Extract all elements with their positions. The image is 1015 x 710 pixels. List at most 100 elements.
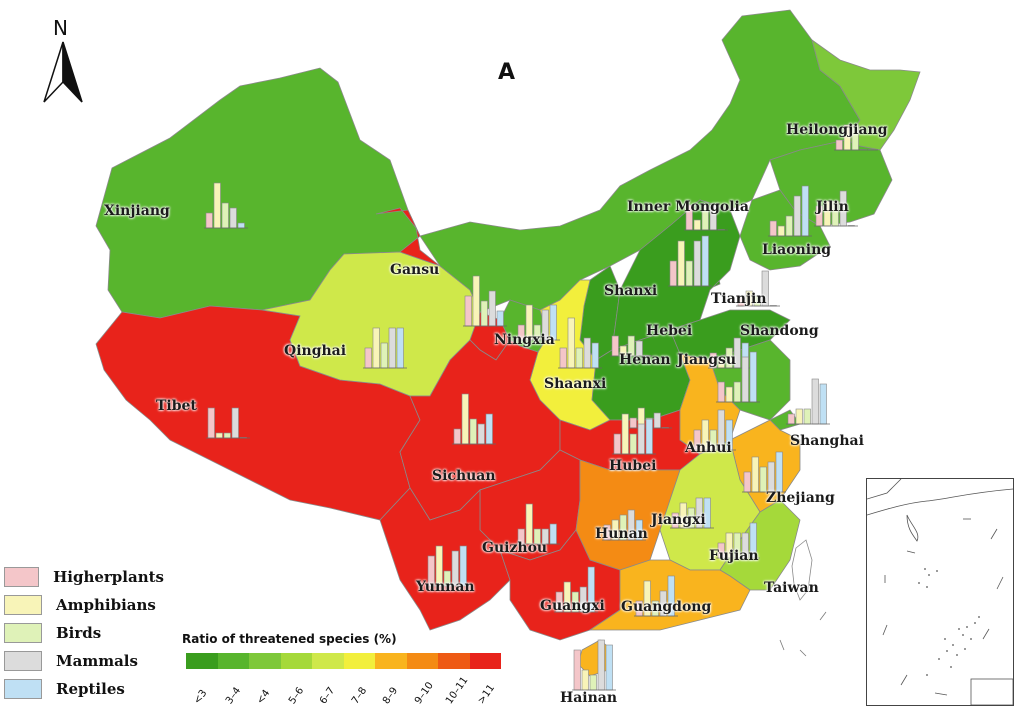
island-dot: [974, 622, 976, 624]
bar-amphibians: [795, 408, 803, 425]
bar-higherplants: [743, 471, 751, 493]
legend-label: Reptiles: [56, 680, 125, 698]
bar-higherplants: [559, 347, 567, 369]
bar-birds: [733, 381, 741, 403]
province-label-hainan: Hainan: [560, 690, 618, 706]
province-label-henan: Henan: [619, 352, 671, 368]
mini-chart-guangdong: [634, 575, 678, 617]
region-heilongjiang: [811, 39, 921, 151]
legend-label: Amphibians: [56, 596, 156, 614]
province-label-hubei: Hubei: [609, 458, 657, 474]
island-dot: [966, 626, 968, 628]
bar-reptiles: [749, 351, 757, 403]
bar-reptiles: [485, 413, 493, 445]
island-dot: [962, 634, 964, 636]
bar-higherplants: [769, 220, 777, 237]
mini-chart-guangxi: [554, 566, 598, 613]
south-china-sea-inset: [866, 478, 1014, 706]
mini-chart-tibet: [206, 407, 250, 439]
bar-reptiles: [396, 327, 404, 369]
bar-birds: [380, 342, 388, 369]
bar-mammals: [741, 356, 749, 403]
bar-amphibians: [461, 393, 469, 445]
bar-reptiles: [775, 451, 783, 493]
bar-birds: [803, 408, 811, 425]
bar-higherplants: [787, 413, 795, 425]
bar-mammals: [811, 378, 819, 425]
mini-chart-jilin: [814, 190, 858, 227]
province-label-jilin: Jilin: [816, 199, 849, 215]
bar-amphibians: [777, 225, 785, 237]
province-label-xinjiang: Xinjiang: [104, 203, 170, 219]
province-label-hunan: Hunan: [595, 526, 648, 542]
island-dot: [950, 666, 952, 668]
scale-swatch: [280, 653, 312, 669]
mini-chart-fujian: [716, 522, 760, 559]
legend-item-mammals: Mammals: [4, 647, 164, 675]
mini-chart-hainan: [572, 639, 616, 691]
province-label-guizhou: Guizhou: [482, 540, 548, 556]
bar-higherplants: [205, 212, 213, 229]
bar-mammals: [477, 423, 485, 445]
bar-amphibians: [751, 456, 759, 493]
legend-item-amphibians: Amphibians: [4, 591, 164, 619]
legend-swatch: [4, 567, 40, 587]
bar-mammals: [388, 327, 396, 369]
province-label-gansu: Gansu: [390, 262, 440, 278]
color-scale-bar: [186, 653, 501, 669]
scale-swatch: [406, 653, 438, 669]
bar-amphibians: [693, 219, 701, 231]
bar-amphibians: [213, 182, 221, 229]
bar-higherplants: [669, 260, 677, 287]
province-label-anhui: Anhui: [685, 440, 732, 456]
legend-swatch: [4, 651, 42, 671]
province-label-shandong: Shandong: [740, 323, 819, 339]
province-label-fujian: Fujian: [709, 548, 759, 564]
island-dot: [956, 654, 958, 656]
province-label-hebei: Hebei: [646, 323, 693, 339]
mini-chart-shandong: [708, 337, 752, 369]
bar-mammals: [229, 207, 237, 229]
bar-birds: [589, 674, 597, 691]
island-dot: [926, 586, 928, 588]
mini-chart-tianjin: [736, 270, 780, 307]
bar-birds: [629, 433, 637, 455]
bar-mammals: [231, 407, 239, 439]
province-label-jiangsu: Jiangsu: [677, 352, 737, 368]
bar-birds: [685, 260, 693, 287]
bar-birds: [480, 300, 488, 327]
color-scale-title: Ratio of threatened species (%): [182, 632, 397, 646]
scale-swatch: [469, 653, 501, 669]
north-arrow-icon: [43, 41, 83, 103]
mini-chart-shanxi: [610, 335, 654, 357]
bar-mammals: [693, 240, 701, 287]
scale-swatch: [343, 653, 375, 669]
province-label-sichuan: Sichuan: [432, 468, 496, 484]
bar-birds: [469, 418, 477, 445]
bar-higherplants: [613, 433, 621, 455]
bar-higherplants: [453, 428, 461, 445]
north-arrow: N: [40, 16, 86, 108]
bar-higherplants: [717, 381, 725, 403]
province-label-tianjin: Tianjin: [711, 291, 767, 307]
province-label-guangxi: Guangxi: [540, 598, 605, 614]
mini-chart-shaanxi: [558, 317, 602, 369]
island-dot: [928, 574, 930, 576]
bar-birds: [759, 466, 767, 493]
legend-item-higherplants: Higherplants: [4, 563, 164, 591]
province-label-zhejiang: Zhejiang: [766, 490, 835, 506]
region-taiwan: [791, 539, 813, 601]
inset-map: [866, 478, 1014, 706]
province-label-jiangxi: Jiangxi: [651, 512, 706, 528]
bar-amphibians: [215, 432, 223, 439]
mini-chart-heilongjiang: [834, 124, 878, 151]
island-outline: [799, 649, 807, 657]
mini-chart-gansu: [463, 275, 507, 327]
island-dot: [952, 644, 954, 646]
province-label-taiwan: Taiwan: [764, 580, 819, 596]
bar-higherplants: [629, 417, 637, 429]
scale-swatch: [217, 653, 249, 669]
legend-swatch: [4, 595, 42, 615]
island-dot: [926, 674, 928, 676]
island-outline: [779, 639, 785, 651]
